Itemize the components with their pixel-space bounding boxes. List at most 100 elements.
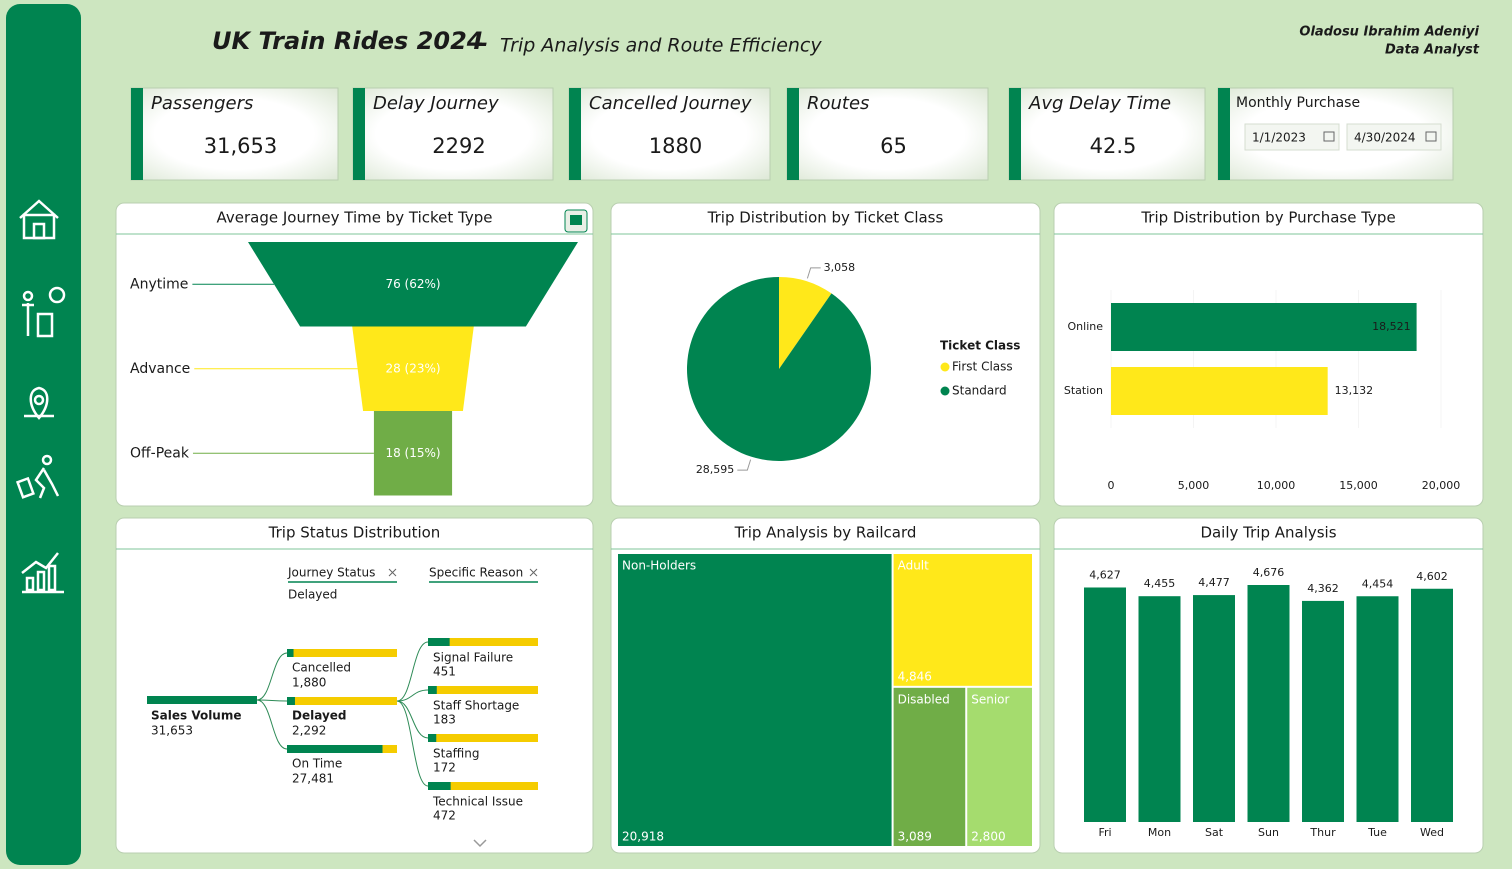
kpi-card	[568, 87, 771, 181]
kpi-card	[786, 87, 989, 181]
tile-label: Non-Holders	[622, 559, 696, 573]
slicer-label: Monthly Purchase	[1236, 95, 1360, 111]
kpi-value: 31,653	[204, 134, 277, 158]
bar	[428, 686, 437, 694]
title-separator: -	[478, 29, 488, 57]
data-label: 18,521	[1372, 320, 1411, 333]
home-icon[interactable]	[19, 199, 59, 240]
data-label: 4,362	[1307, 582, 1339, 595]
treemap-tile	[893, 554, 1032, 686]
node-value: 172	[433, 761, 456, 775]
bar	[1084, 587, 1126, 822]
category-label: Sat	[1205, 826, 1224, 839]
tile-value: 2,800	[971, 830, 1005, 844]
category-label: Wed	[1420, 826, 1444, 839]
panel-title: Daily Trip Analysis	[1200, 524, 1336, 542]
panel-title: Trip Status Distribution	[268, 524, 441, 542]
data-label: 13,132	[1335, 384, 1374, 397]
filter-label: Journey Status	[287, 566, 375, 580]
nav-icons	[15, 199, 66, 594]
kpi-value: 2292	[432, 134, 485, 158]
bar	[1193, 595, 1235, 822]
data-label: 28 (23%)	[385, 361, 440, 375]
x-tick-label: 10,000	[1257, 479, 1296, 492]
kpi-accent	[787, 88, 799, 180]
panel-title: Average Journey Time by Ticket Type	[217, 209, 493, 227]
node-name: Technical Issue	[432, 795, 523, 809]
bar	[1138, 596, 1181, 822]
panel	[1053, 202, 1484, 507]
treemap-tile	[967, 687, 1032, 846]
kpi-label: Passengers	[151, 93, 253, 114]
bar-track	[287, 649, 397, 657]
tile-label: Adult	[898, 559, 930, 573]
node-value: 472	[433, 809, 456, 823]
legend-marker	[940, 362, 950, 372]
remove-filter[interactable]	[388, 568, 397, 577]
legend-marker	[940, 386, 950, 396]
date-value: 4/30/2024	[1354, 131, 1416, 145]
connector	[256, 652, 288, 701]
x-tick-label: 0	[1108, 479, 1115, 492]
calendar-icon	[1323, 131, 1335, 142]
legend-label: First Class	[952, 360, 1013, 374]
title: UK Train Rides 2024	[212, 27, 483, 55]
node-value: 183	[433, 713, 456, 727]
kpi-label: Avg Delay Time	[1028, 93, 1171, 114]
node-value: 451	[433, 665, 456, 679]
tile-label: Senior	[971, 692, 1009, 706]
bar	[428, 782, 451, 790]
bar	[287, 697, 295, 705]
traveler-icon[interactable]	[15, 454, 60, 499]
remove-filter[interactable]	[529, 568, 538, 577]
kpi-value: 65	[880, 134, 907, 158]
category-label: Station	[1064, 384, 1103, 397]
route-icon[interactable]	[24, 386, 54, 420]
connector	[396, 641, 429, 702]
data-label: 76 (62%)	[385, 277, 440, 291]
kpi-value: 1880	[649, 134, 702, 158]
category-label: Off-Peak	[130, 445, 190, 461]
category-label: Tue	[1367, 826, 1387, 839]
bar	[287, 745, 383, 753]
connector	[256, 699, 288, 750]
tile-value: 20,918	[622, 830, 664, 844]
node-name: Signal Failure	[433, 651, 513, 665]
scroll-chevron[interactable]	[473, 839, 487, 848]
bar-track	[428, 782, 538, 790]
data-label: 4,477	[1198, 576, 1230, 589]
treemap-tile	[893, 687, 966, 846]
bar	[1356, 596, 1399, 822]
date-input[interactable]	[1244, 123, 1340, 151]
category-label: Thur	[1309, 826, 1336, 839]
passenger-icon[interactable]	[22, 286, 66, 338]
kpi-accent	[1009, 88, 1021, 180]
node-value: 2,292	[292, 724, 326, 738]
bar-track	[428, 686, 538, 694]
connector	[396, 700, 429, 787]
data-label: 28,595	[696, 463, 735, 476]
pie-slice	[686, 277, 871, 461]
data-label: 4,455	[1144, 577, 1176, 590]
kpi-value: 42.5	[1090, 134, 1137, 158]
x-tick-label: 15,000	[1339, 479, 1378, 492]
category-label: Anytime	[130, 276, 188, 292]
x-tick-label: 5,000	[1178, 479, 1210, 492]
date-input[interactable]	[1346, 123, 1442, 151]
kpi-card	[352, 87, 554, 181]
panel-title: Trip Distribution by Ticket Class	[707, 209, 944, 227]
finance-icon[interactable]	[21, 552, 64, 594]
bar	[1411, 588, 1453, 822]
data-label: 18 (15%)	[385, 446, 440, 460]
bar	[287, 649, 294, 657]
kpi-accent	[353, 88, 365, 180]
funnel-segment	[352, 326, 474, 411]
author-role: Data Analyst	[1385, 43, 1480, 58]
data-label: 4,676	[1253, 566, 1285, 579]
bar-track	[428, 734, 538, 742]
node-name: On Time	[292, 757, 342, 771]
node-name: Cancelled	[292, 661, 351, 675]
bar	[1247, 585, 1290, 822]
kpi-label: Delay Journey	[373, 93, 499, 114]
kpi-card	[1008, 87, 1206, 181]
